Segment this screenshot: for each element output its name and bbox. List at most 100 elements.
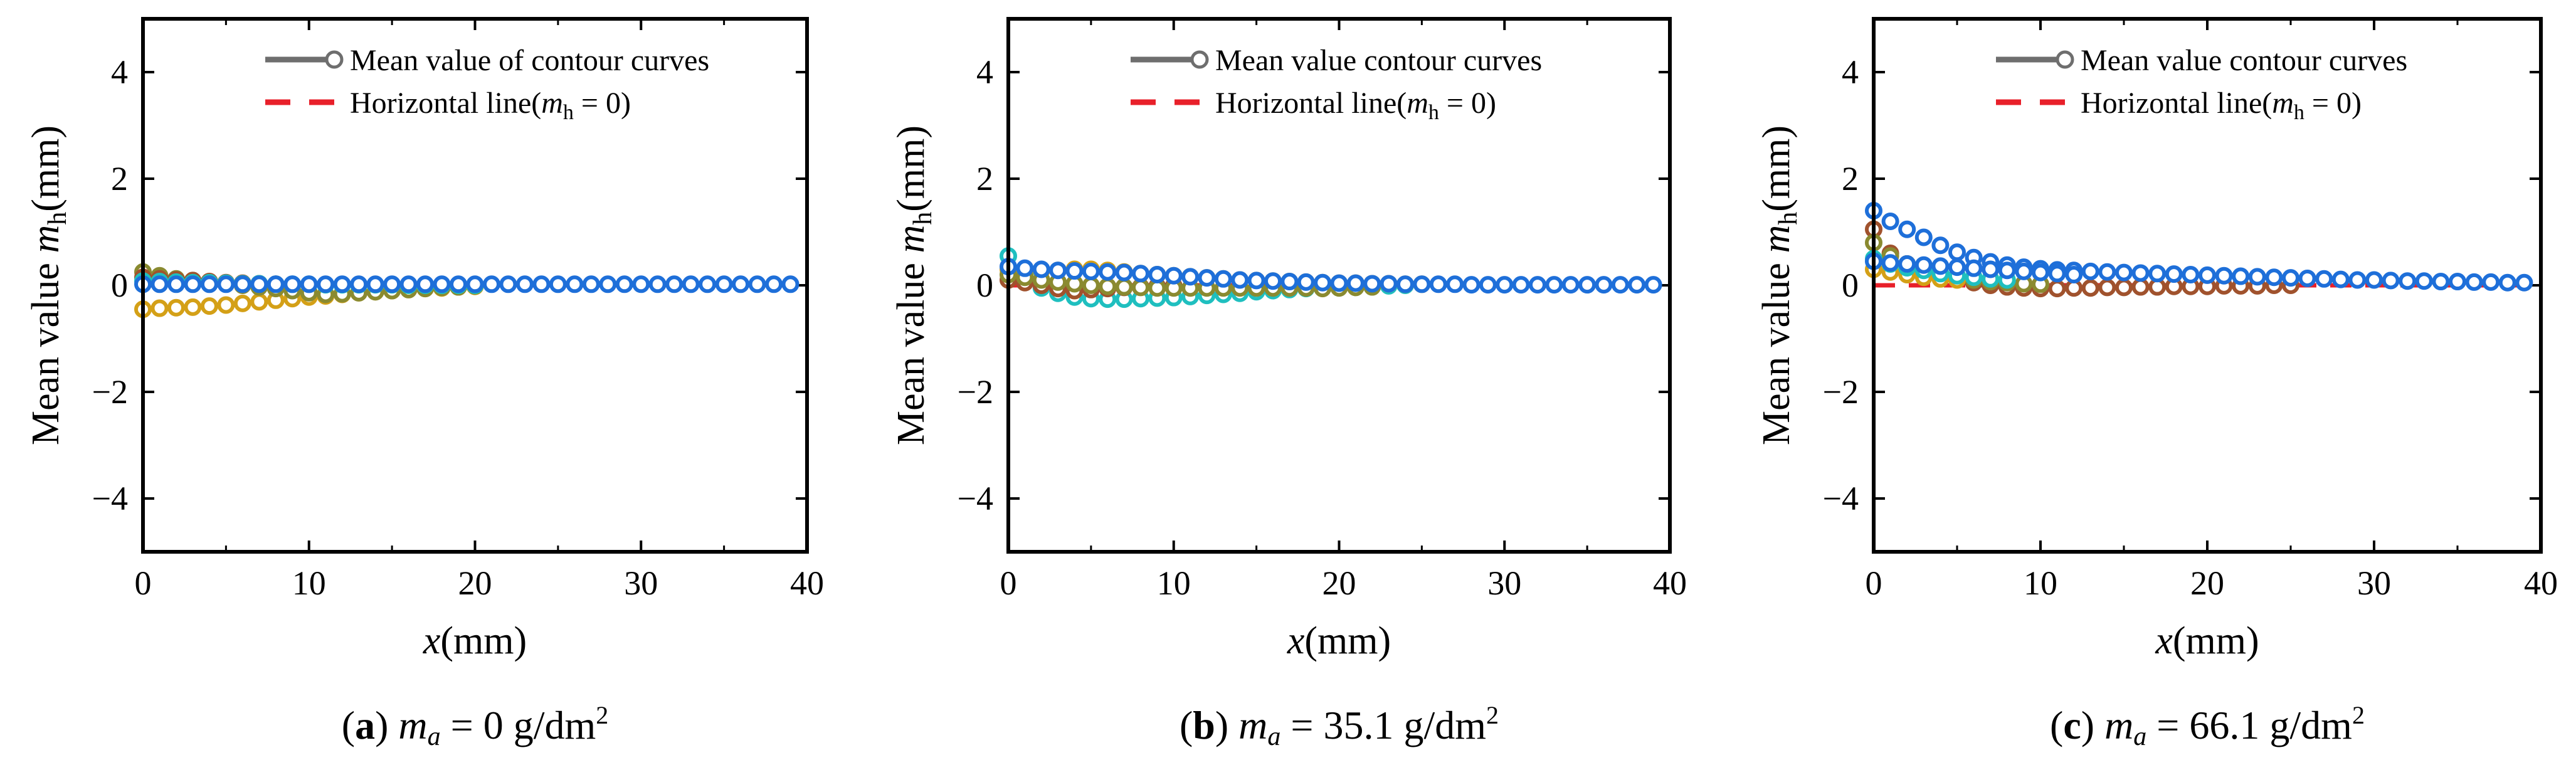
x-tick-label: 20 bbox=[458, 564, 492, 602]
data-point bbox=[184, 298, 202, 316]
data-point bbox=[2098, 263, 2116, 281]
data-point bbox=[2399, 272, 2417, 290]
y-tick-label: −4 bbox=[92, 480, 128, 517]
y-tick-label: 4 bbox=[111, 53, 128, 91]
data-point bbox=[1198, 269, 1216, 287]
data-point bbox=[1181, 268, 1200, 286]
data-point bbox=[482, 275, 500, 293]
data-point bbox=[184, 275, 202, 293]
data-point bbox=[2148, 265, 2167, 283]
caption-subscript: a bbox=[428, 722, 441, 751]
data-point bbox=[2248, 268, 2266, 286]
data-point bbox=[715, 275, 733, 293]
legend-hline-var: m bbox=[541, 87, 563, 120]
y-axis-title: Mean value mh(mm) bbox=[890, 125, 937, 445]
data-point bbox=[217, 296, 235, 314]
caption-symbol: m bbox=[2104, 703, 2133, 747]
y-tick-label: −2 bbox=[958, 373, 993, 411]
y-tick-label: 0 bbox=[1842, 266, 1859, 304]
y-tick-label: −2 bbox=[92, 373, 128, 411]
legend-mean-marker bbox=[325, 50, 344, 69]
caption-sup: 2 bbox=[1486, 701, 1499, 729]
data-point bbox=[233, 294, 251, 312]
y-axis-unit: (mm) bbox=[24, 125, 67, 212]
data-point bbox=[1016, 259, 1034, 277]
legend-hline-label: Horizontal line(mh = 0) bbox=[1215, 87, 1496, 124]
y-axis-var: m bbox=[890, 225, 932, 253]
x-tick-label: 30 bbox=[2357, 564, 2391, 602]
panel-caption: (a) ma = 0 g/dm2 bbox=[342, 701, 609, 751]
data-point bbox=[200, 297, 218, 315]
data-point bbox=[250, 293, 268, 311]
caption-symbol: m bbox=[398, 703, 427, 747]
data-point bbox=[300, 275, 318, 293]
y-tick-label: −4 bbox=[958, 480, 993, 517]
data-point bbox=[2081, 279, 2099, 297]
data-point bbox=[1032, 260, 1050, 278]
data-point bbox=[2415, 272, 2433, 290]
legend-hline-label: Horizontal line(mh = 0) bbox=[2081, 87, 2362, 124]
data-point bbox=[267, 275, 285, 293]
data-point bbox=[2131, 278, 2150, 296]
x-tick-label: 40 bbox=[790, 564, 824, 602]
data-point bbox=[1297, 273, 1315, 291]
legend-hline-eq: = 0) bbox=[574, 87, 631, 120]
y-tick-label: 4 bbox=[976, 53, 993, 91]
data-point bbox=[1115, 263, 1133, 282]
data-point bbox=[217, 275, 235, 293]
y-tick-label: 0 bbox=[976, 266, 993, 304]
data-point bbox=[1529, 276, 1546, 294]
caption-symbol: m bbox=[1238, 703, 1267, 747]
legend-mean-label: Mean value contour curves bbox=[2081, 44, 2407, 77]
data-point bbox=[2131, 264, 2150, 282]
caption-sup: 2 bbox=[2352, 701, 2365, 729]
x-axis-title: x(mm) bbox=[2155, 620, 2259, 662]
data-point bbox=[2115, 278, 2133, 297]
data-point bbox=[1628, 276, 1646, 294]
data-point bbox=[1082, 262, 1100, 280]
data-point bbox=[515, 275, 534, 293]
data-point bbox=[2365, 271, 2383, 289]
series-curve-blue-lower bbox=[1865, 252, 2083, 283]
data-point bbox=[1479, 276, 1497, 294]
y-axis-unit: (mm) bbox=[1755, 125, 1798, 212]
data-point bbox=[699, 275, 717, 293]
data-point bbox=[1545, 276, 1563, 294]
x-axis-unit: (mm) bbox=[2173, 620, 2259, 662]
data-point bbox=[317, 275, 335, 293]
data-point bbox=[2048, 265, 2066, 283]
data-point bbox=[1881, 254, 1899, 272]
data-point bbox=[150, 299, 169, 317]
y-axis-unit: (mm) bbox=[890, 125, 932, 212]
data-point bbox=[1611, 276, 1629, 294]
data-point bbox=[2115, 263, 2133, 282]
y-tick-label: 2 bbox=[976, 160, 993, 198]
data-point bbox=[2382, 272, 2400, 290]
data-point bbox=[2081, 262, 2099, 280]
x-tick-label: 40 bbox=[1653, 564, 1687, 602]
data-point bbox=[1247, 272, 1265, 290]
y-axis-sub: h bbox=[43, 212, 72, 225]
data-point bbox=[1346, 274, 1365, 292]
data-point bbox=[2065, 266, 2083, 283]
x-tick-label: 10 bbox=[292, 564, 326, 602]
data-point bbox=[1264, 272, 1282, 290]
y-axis-sub: h bbox=[1774, 212, 1803, 225]
legend-hline-var: m bbox=[1407, 87, 1428, 120]
plot-frame bbox=[1872, 17, 2543, 554]
data-point bbox=[732, 275, 750, 293]
data-point bbox=[2165, 265, 2183, 283]
data-point bbox=[1644, 276, 1662, 294]
legend-mean-marker bbox=[2056, 50, 2074, 69]
legend-hline-text: Horizontal line( bbox=[2081, 87, 2272, 120]
data-point bbox=[781, 275, 800, 293]
data-point bbox=[2215, 266, 2233, 285]
data-point bbox=[1881, 213, 1899, 230]
data-point bbox=[2315, 270, 2333, 288]
caption-sup: 2 bbox=[596, 701, 608, 729]
data-point bbox=[748, 275, 766, 293]
data-point bbox=[2282, 269, 2299, 287]
legend-mean-label: Mean value contour curves bbox=[1215, 44, 1542, 77]
data-point bbox=[1948, 243, 1966, 261]
